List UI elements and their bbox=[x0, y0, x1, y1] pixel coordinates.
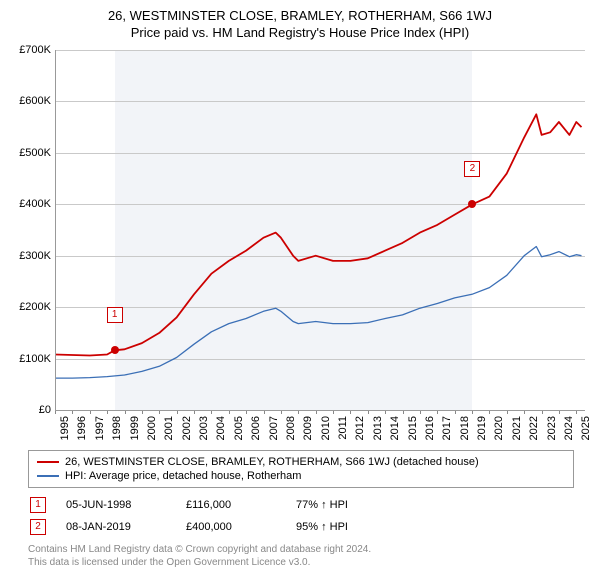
x-axis-label: 2002 bbox=[181, 416, 193, 440]
x-axis-label: 2018 bbox=[459, 416, 471, 440]
price-marker-dot bbox=[468, 200, 476, 208]
legend-label: 26, WESTMINSTER CLOSE, BRAMLEY, ROTHERHA… bbox=[65, 456, 479, 468]
x-axis-label: 2022 bbox=[528, 416, 540, 440]
x-axis-label: 1999 bbox=[129, 416, 141, 440]
y-axis-label: £0 bbox=[39, 404, 51, 416]
x-axis-label: 2010 bbox=[320, 416, 332, 440]
y-axis-label: £100K bbox=[19, 353, 51, 365]
copyright-line-1: Contains HM Land Registry data © Crown c… bbox=[28, 544, 574, 557]
transaction-price: £116,000 bbox=[186, 499, 276, 511]
x-axis-label: 2009 bbox=[302, 416, 314, 440]
x-axis-label: 2011 bbox=[337, 416, 349, 440]
chart-lines-svg bbox=[55, 50, 585, 410]
x-axis-label: 2017 bbox=[441, 416, 453, 440]
x-axis-label: 2019 bbox=[476, 416, 488, 440]
transaction-row: 2 08-JAN-2019 £400,000 95% ↑ HPI bbox=[28, 516, 574, 538]
copyright-text: Contains HM Land Registry data © Crown c… bbox=[28, 544, 574, 569]
y-axis-line bbox=[55, 50, 56, 410]
x-axis-label: 2000 bbox=[146, 416, 158, 440]
series-line-hpi bbox=[55, 247, 582, 379]
y-axis-label: £400K bbox=[19, 198, 51, 210]
x-axis-label: 2007 bbox=[268, 416, 280, 440]
legend-swatch bbox=[37, 475, 59, 477]
y-axis-label: £300K bbox=[19, 250, 51, 262]
x-axis-label: 2012 bbox=[354, 416, 366, 440]
x-axis-label: 2005 bbox=[233, 416, 245, 440]
x-axis-label: 2020 bbox=[493, 416, 505, 440]
legend-item: 26, WESTMINSTER CLOSE, BRAMLEY, ROTHERHA… bbox=[37, 455, 565, 469]
x-axis-label: 2004 bbox=[215, 416, 227, 440]
title-line-1: 26, WESTMINSTER CLOSE, BRAMLEY, ROTHERHA… bbox=[0, 8, 600, 23]
x-axis-label: 2001 bbox=[163, 416, 175, 440]
transaction-marker: 1 bbox=[30, 497, 46, 513]
x-axis-label: 2008 bbox=[285, 416, 297, 440]
x-axis-label: 2003 bbox=[198, 416, 210, 440]
chart-plot-area: £0£100K£200K£300K£400K£500K£600K£700K199… bbox=[55, 50, 585, 410]
transaction-date: 08-JAN-2019 bbox=[66, 521, 166, 533]
y-axis-label: £500K bbox=[19, 147, 51, 159]
x-axis-label: 2014 bbox=[389, 416, 401, 440]
price-marker-label: 2 bbox=[464, 161, 480, 177]
x-axis-label: 2006 bbox=[250, 416, 262, 440]
transaction-price: £400,000 bbox=[186, 521, 276, 533]
legend-item: HPI: Average price, detached house, Roth… bbox=[37, 469, 565, 483]
legend-label: HPI: Average price, detached house, Roth… bbox=[65, 470, 301, 482]
x-axis-line bbox=[55, 410, 585, 411]
y-axis-label: £700K bbox=[19, 44, 51, 56]
x-axis-label: 2021 bbox=[511, 416, 523, 440]
x-axis-label: 2015 bbox=[407, 416, 419, 440]
x-axis-label: 1995 bbox=[59, 416, 71, 440]
x-axis-label: 1998 bbox=[111, 416, 123, 440]
copyright-line-2: This data is licensed under the Open Gov… bbox=[28, 557, 574, 569]
y-axis-label: £200K bbox=[19, 301, 51, 313]
price-marker-dot bbox=[111, 346, 119, 354]
transaction-hpi: 95% ↑ HPI bbox=[296, 521, 396, 533]
x-axis-label: 2013 bbox=[372, 416, 384, 440]
x-axis-label: 2024 bbox=[563, 416, 575, 440]
transaction-marker: 2 bbox=[30, 519, 46, 535]
x-axis-label: 2016 bbox=[424, 416, 436, 440]
x-axis-label: 1996 bbox=[76, 416, 88, 440]
y-axis-label: £600K bbox=[19, 95, 51, 107]
title-line-2: Price paid vs. HM Land Registry's House … bbox=[0, 25, 600, 40]
transaction-row: 1 05-JUN-1998 £116,000 77% ↑ HPI bbox=[28, 494, 574, 516]
transaction-date: 05-JUN-1998 bbox=[66, 499, 166, 511]
x-axis-label: 2025 bbox=[580, 416, 592, 440]
transactions-table: 1 05-JUN-1998 £116,000 77% ↑ HPI 2 08-JAN-201… bbox=[28, 494, 574, 538]
chart-legend: 26, WESTMINSTER CLOSE, BRAMLEY, ROTHERHA… bbox=[28, 450, 574, 488]
series-line-property_price bbox=[55, 114, 582, 355]
price-marker-label: 1 bbox=[107, 307, 123, 323]
chart-title-block: 26, WESTMINSTER CLOSE, BRAMLEY, ROTHERHA… bbox=[0, 0, 600, 40]
x-axis-label: 1997 bbox=[94, 416, 106, 440]
legend-swatch bbox=[37, 461, 59, 463]
x-axis-label: 2023 bbox=[546, 416, 558, 440]
transaction-hpi: 77% ↑ HPI bbox=[296, 499, 396, 511]
